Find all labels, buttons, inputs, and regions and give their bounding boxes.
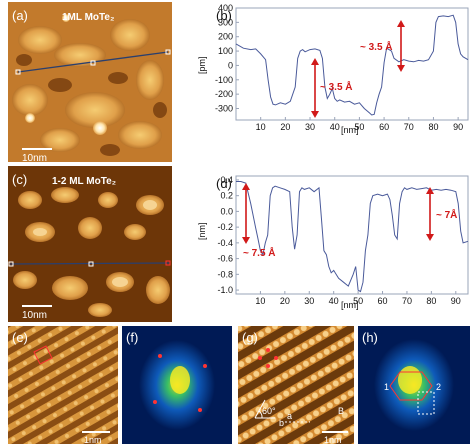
- panel-b-ytick-label: 400: [218, 3, 233, 13]
- panel-c-stm-image: [8, 166, 172, 322]
- panel-e-scalebar-label: 1nm: [84, 435, 102, 445]
- panel-b-xtick-label: 50: [354, 122, 364, 132]
- panel-g-angle: 60°: [262, 406, 276, 416]
- panel-b-ytick-label: 300: [218, 17, 233, 27]
- panel-d-ytick-label: -0.2: [217, 222, 233, 232]
- panel-b-ytick-label: -100: [215, 75, 233, 85]
- panel-d-ytick-label: 0.0: [220, 206, 233, 216]
- panel-b-ylabel: [pm]: [197, 56, 207, 74]
- panel-b-xtick-label: 80: [428, 122, 438, 132]
- panel-b-ytick-label: 100: [218, 46, 233, 56]
- panel-b-ytick-label: -300: [215, 104, 233, 114]
- panel-d-ytick-label: -0.8: [217, 269, 233, 279]
- panel-b-xtick-label: 90: [453, 122, 463, 132]
- panel-d-ytick-label: -0.4: [217, 238, 233, 248]
- panel-d-ytick-label: -0.6: [217, 254, 233, 264]
- panel-a-label: (a): [12, 8, 28, 23]
- panel-d-ylabel: [nm]: [197, 222, 207, 240]
- panel-d-xtick-label: 10: [255, 296, 265, 306]
- panel-b-xtick-label: 60: [379, 122, 389, 132]
- panel-a-scalebar-label: 10nm: [22, 153, 47, 164]
- panel-e-label: (e): [12, 330, 28, 345]
- panel-d-ytick-label: 0.4: [220, 175, 233, 185]
- panel-d-annotation-1: ~ 7.5 Å: [243, 246, 276, 259]
- panel-b-profile-line: [235, 14, 469, 116]
- panel-b-xtick-label: 40: [330, 122, 340, 132]
- panel-e-stm-atomic: [8, 326, 118, 444]
- panel-h-mark-1: 1: [384, 382, 389, 392]
- panel-d-xtick-label: 50: [353, 296, 363, 306]
- panel-a-stm-image: [8, 2, 172, 162]
- panel-h-fft: [358, 326, 470, 444]
- panel-g-vector-a: a: [287, 411, 292, 421]
- panel-b-xtick-label: 30: [305, 122, 315, 132]
- panel-c-scalebar-label: 10nm: [22, 310, 47, 321]
- panel-b-annotation-1: ~ 3.5 Å: [320, 80, 353, 93]
- panel-b-xtick-label: 20: [280, 122, 290, 132]
- panel-f-label: (f): [126, 330, 138, 345]
- panel-d-profile-line: [236, 181, 469, 293]
- panel-c-label: (c): [12, 172, 27, 187]
- panel-b-ytick-label: -200: [215, 89, 233, 99]
- panel-g-region-label: B: [338, 406, 344, 416]
- panel-b-label: (b): [216, 8, 232, 23]
- panel-d-ytick-label: -1.0: [217, 285, 233, 295]
- panel-b-chart: 10 20 30 40 50 60 70 80 90 400 300 200 100 0 -100 -200 -…: [215, 3, 469, 132]
- panel-a-title: 1ML MoTe₂: [62, 12, 114, 23]
- panel-d-xtick-label: 20: [280, 296, 290, 306]
- panel-c-title: 1-2 ML MoTe₂: [52, 176, 116, 187]
- panel-d-label: (d): [216, 176, 232, 191]
- panel-d-xtick-label: 30: [304, 296, 314, 306]
- panel-b-xtick-label: 10: [256, 122, 266, 132]
- panel-b-ytick-label: 200: [218, 32, 233, 42]
- panel-d-annotation-2: ~ 7Å: [436, 208, 457, 221]
- panel-h-mark-2: 2: [436, 382, 441, 392]
- panel-b-annotation-2: ~ 3.5 Å: [360, 40, 393, 53]
- panel-g-scalebar-label: 1nm: [324, 435, 342, 445]
- panel-g-vector-b: b: [279, 418, 284, 428]
- panel-d-xtick-label: 60: [378, 296, 388, 306]
- panel-b-xlabel: [nm]: [341, 125, 359, 135]
- panel-d-xtick-label: 40: [329, 296, 339, 306]
- panel-h-label: (h): [362, 330, 378, 345]
- panel-d-chart: 10 20 30 40 50 60 70 80 90 0.4 0.2 0.0 -0.2 -0.4 -0.6 -…: [217, 175, 469, 306]
- panel-d-xtick-label: 90: [451, 296, 461, 306]
- panel-d-xtick-label: 70: [402, 296, 412, 306]
- panel-d-ytick-label: 0.2: [220, 191, 233, 201]
- panel-d-xtick-label: 80: [426, 296, 436, 306]
- panel-g-stm-atomic: [238, 326, 354, 444]
- panel-b-ytick-label: 0: [228, 60, 233, 70]
- panel-b-xtick-label: 70: [404, 122, 414, 132]
- panel-f-fft: [122, 326, 232, 444]
- panel-g-label: (g): [242, 330, 258, 345]
- panel-d-xlabel: [nm]: [341, 300, 359, 310]
